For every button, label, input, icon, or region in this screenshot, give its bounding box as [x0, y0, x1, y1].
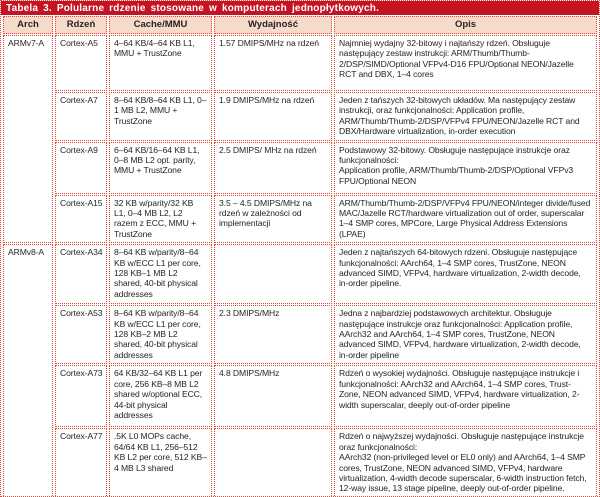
perf-cell: 2.5 DMIPS/ MHz na rdzeń	[214, 141, 332, 194]
cache-cell: 6–64 KB/16–64 KB L1, 0–8 MB L2 opt. pari…	[109, 141, 212, 194]
perf-cell	[214, 244, 332, 305]
col-header-perf: Wydajność	[214, 16, 332, 34]
col-header-cache: Cache/MMU	[109, 16, 212, 34]
table-row: Cortex-A9 6–64 KB/16–64 KB L1, 0–8 MB L2 …	[3, 141, 597, 194]
table-title: Tabela 3. Polularne rdzenie stosowane w …	[1, 1, 599, 15]
table-row: Cortex-A73 64 KB/32–64 KB L1 per core, 25…	[3, 365, 597, 428]
col-header-core: Rdzeń	[55, 16, 107, 34]
cache-cell: 8–64 KB/8–64 KB L1, 0–1 MB L2, MMU + Tru…	[109, 92, 212, 141]
table-row: Cortex-A77.5K L0 MOPs cache, 64/64 KB L1…	[3, 428, 597, 496]
perf-cell: 1.57 DMIPS/MHz na rdzeń	[214, 35, 332, 91]
perf-cell: 2.3 DMIPS/MHz	[214, 305, 332, 365]
table-body: ARMv7-A Cortex-A5 4–64 KB/4–64 KB L1, MMU …	[3, 35, 597, 496]
core-cell: Cortex-A34	[55, 244, 107, 305]
table-row: Cortex-A53 8–64 KB w/parity/8–64 KB w/ECC…	[3, 305, 597, 365]
core-cell: Cortex-A7	[55, 92, 107, 141]
desc-cell: Rdzeń o najwyższej wydajności. Obsługuje…	[334, 428, 597, 496]
cache-cell: 64 KB/32–64 KB L1 per core, 256 KB–8 MB …	[109, 365, 212, 428]
perf-cell	[214, 428, 332, 496]
core-cell: Cortex-A73	[55, 365, 107, 428]
core-cell: Cortex-A15	[55, 194, 107, 244]
core-cell: Cortex-A5	[55, 35, 107, 91]
core-cell: Cortex-A77	[55, 428, 107, 496]
col-header-desc: Opis	[334, 16, 597, 34]
desc-cell: Rdzeń o wysokiej wydajności. Obsługuje n…	[334, 365, 597, 428]
core-cell: Cortex-A53	[55, 305, 107, 365]
table-row: ARMv7-A Cortex-A5 4–64 KB/4–64 KB L1, MMU …	[3, 35, 597, 244]
desc-cell: Jedna z najbardziej podstawowych archite…	[334, 305, 597, 365]
desc-cell: Jeden z tańszych 32-bitowych układów. Ma…	[334, 92, 597, 141]
col-header-arch: Arch	[3, 16, 53, 34]
cache-cell: 8–64 KB w/parity/8–64 KB w/ECC L1 per co…	[109, 305, 212, 365]
cores-table: Arch Rdzeń Cache/MMU Wydajność Opis ARMv…	[1, 15, 599, 496]
desc-cell: Najmniej wydajny 32-bitowy i najtańszy r…	[334, 35, 597, 91]
arch-cell: ARMv8-A	[3, 244, 53, 496]
cache-cell: 8–64 KB w/parity/8–64 KB w/ECC L1 per co…	[109, 244, 212, 305]
cache-cell: 4–64 KB/4–64 KB L1, MMU + TrustZone	[109, 35, 212, 91]
table-row: Cortex-A15 32 KB w/parity/32 KB L1, 0–4 M…	[3, 194, 597, 244]
desc-cell: ARM/Thumb/Thumb-2/DSP/VFPv4 FPU/NEON/int…	[334, 194, 597, 244]
cache-cell: 32 KB w/parity/32 KB L1, 0–4 MB L2, L2 r…	[109, 194, 212, 244]
arch-cell: ARMv7-A	[3, 35, 53, 244]
perf-cell: 1.9 DMIPS/MHz na rdzeń	[214, 92, 332, 141]
table-row: Cortex-A7 8–64 KB/8–64 KB L1, 0–1 MB L2, …	[3, 92, 597, 141]
perf-cell: 3.5 – 4.5 DMIPS/MHz na rdzeń w zależnośc…	[214, 194, 332, 244]
table-row: ARMv8-A Cortex-A34 8–64 KB w/parity/8–64 K…	[3, 244, 597, 496]
cache-cell: .5K L0 MOPs cache, 64/64 KB L1, 256–512 …	[109, 428, 212, 496]
desc-cell: Podstawowy 32-bitowy. Obsługuje następuj…	[334, 141, 597, 194]
header-row: Arch Rdzeń Cache/MMU Wydajność Opis	[3, 16, 597, 34]
desc-cell: Jeden z najtańszych 64-bitowych rdzeni. …	[334, 244, 597, 305]
core-cell: Cortex-A9	[55, 141, 107, 194]
perf-cell: 4.8 DMIPS/MHz	[214, 365, 332, 428]
